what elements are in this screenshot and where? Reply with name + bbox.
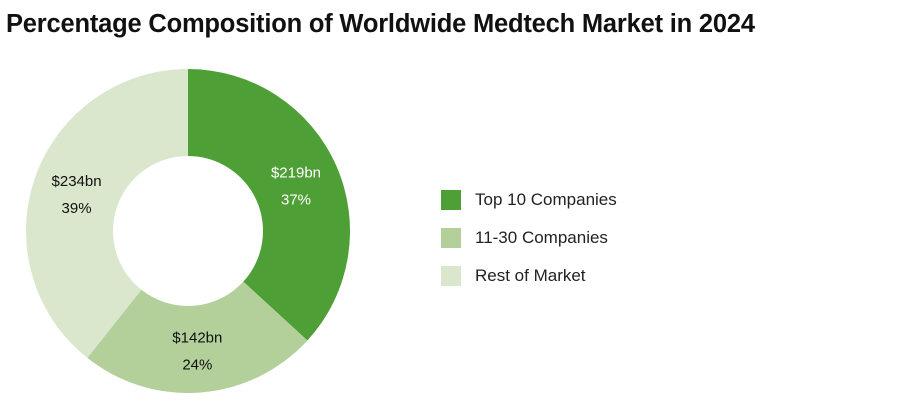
legend-label: 11-30 Companies	[475, 228, 608, 247]
legend-item-11-30: 11-30 Companies	[441, 219, 617, 257]
legend-label: Rest of Market	[475, 266, 586, 285]
legend-swatch	[441, 190, 461, 210]
slice-value-label: $219bn	[271, 164, 321, 181]
slice-11-30-companies	[87, 281, 308, 393]
slice-percent-label: 37%	[281, 191, 311, 208]
slice-top-10-companies	[188, 69, 350, 341]
slice-percent-label: 39%	[62, 200, 92, 217]
legend-swatch	[441, 266, 461, 286]
legend-item-top-10: Top 10 Companies	[441, 181, 617, 219]
slice-value-label: $142bn	[172, 330, 222, 347]
legend-item-rest: Rest of Market	[441, 257, 617, 295]
legend-swatch	[441, 228, 461, 248]
chart-title: Percentage Composition of Worldwide Medt…	[6, 10, 755, 38]
legend-label: Top 10 Companies	[475, 190, 617, 209]
slice-percent-label: 24%	[182, 357, 212, 374]
slice-value-label: $234bn	[52, 173, 102, 190]
slice-rest-of-market	[26, 69, 188, 358]
legend: Top 10 Companies 11-30 Companies Rest of…	[441, 181, 617, 295]
